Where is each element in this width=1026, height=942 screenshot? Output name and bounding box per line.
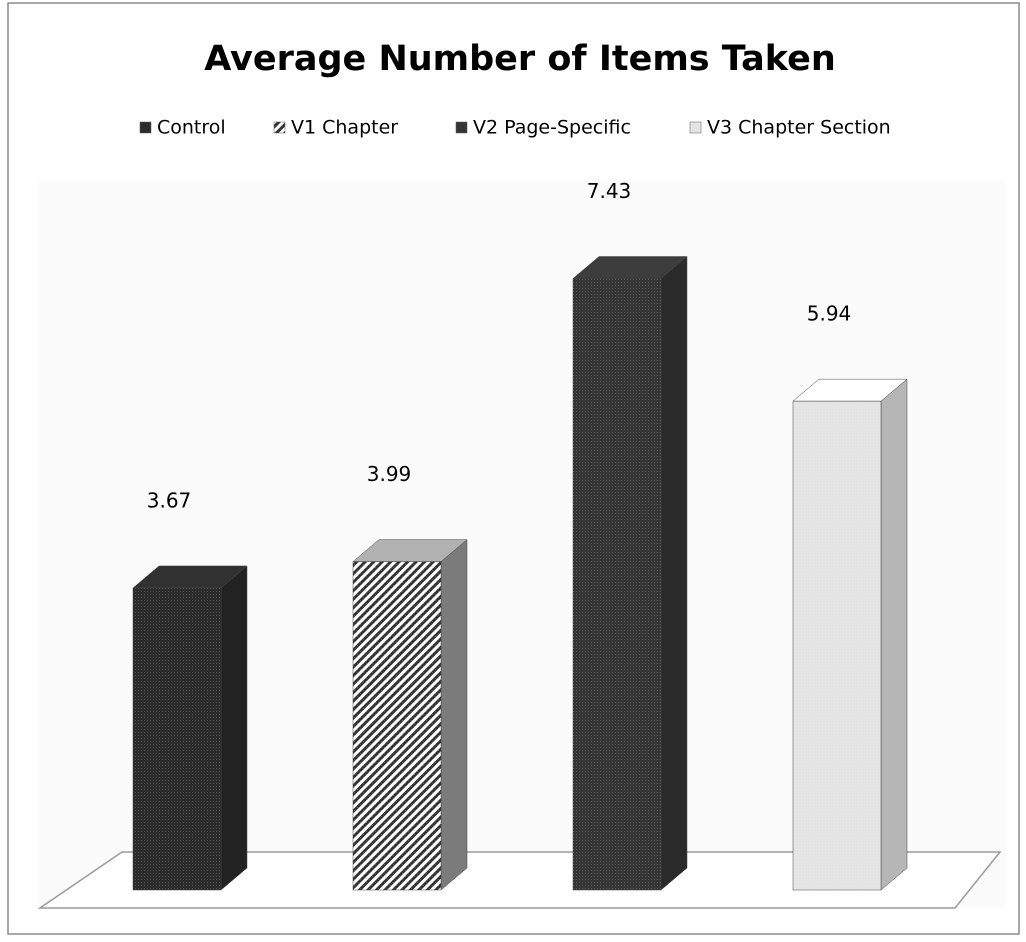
data-label: 3.67 xyxy=(147,488,192,512)
data-label: 7.43 xyxy=(587,179,632,203)
legend-swatch xyxy=(273,121,286,134)
legend-swatch xyxy=(139,121,152,134)
bar-side xyxy=(440,539,468,891)
bar-texture xyxy=(793,401,881,890)
chart-title: Average Number of Items Taken xyxy=(204,39,836,79)
legend-swatch xyxy=(689,121,702,134)
bar-side xyxy=(660,255,688,891)
bar-side xyxy=(220,565,248,891)
legend-label: Control xyxy=(157,117,226,139)
data-label: 5.94 xyxy=(807,302,852,326)
bar-side xyxy=(880,378,908,891)
data-label: 3.99 xyxy=(367,462,412,486)
legend-label: V1 Chapter xyxy=(291,117,398,139)
bar-texture xyxy=(573,278,661,890)
legend-swatch xyxy=(455,121,468,134)
bar-texture xyxy=(353,561,441,890)
floor xyxy=(37,851,1002,909)
bar-texture xyxy=(133,587,221,890)
legend-label: V3 Chapter Section xyxy=(707,117,891,139)
legend: Control V1 Chapter V2 Page-Specific V3 Chap… xyxy=(139,117,891,139)
bars: 3.67 3.99 7.43 5.94 xyxy=(132,179,908,891)
legend-label: V2 Page-Specific xyxy=(473,117,631,139)
